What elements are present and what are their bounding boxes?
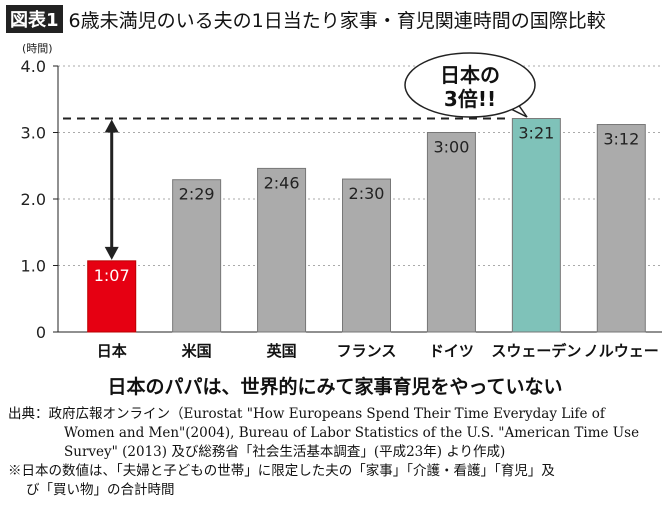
bar — [596, 124, 646, 333]
annotation-line2: 3倍!! — [444, 87, 496, 111]
bubble-join — [505, 99, 515, 106]
arrow-head-up — [104, 119, 119, 133]
y-tick-label: 0 — [36, 323, 46, 342]
figure-badge: 図表1 — [6, 5, 63, 33]
category-label: ノルウェー — [584, 342, 659, 360]
category-label: 米国 — [182, 342, 212, 360]
y-tick-label: 3.0 — [21, 124, 46, 143]
chart-title: 図表1 6歳未満児のいる夫の1日当たり家事・育児関連時間の国際比較 — [6, 5, 606, 33]
bar-chart: (時間) 0 1.0 2.0 3.0 4.0 1:07 日本 2:29 米国 2:46 英国 2:30 フ… — [21, 42, 662, 360]
y-axis-label: (時間) — [22, 42, 53, 55]
data-label: 2:46 — [264, 173, 300, 192]
bar — [257, 167, 307, 333]
data-label: 3:21 — [518, 124, 554, 143]
speech-bubble — [404, 52, 536, 118]
data-label: 2:30 — [349, 184, 385, 203]
category-label: フランス — [337, 342, 397, 360]
bar — [172, 179, 222, 333]
y-tick-label: 4.0 — [21, 57, 46, 76]
category-label: ドイツ — [429, 342, 474, 360]
annotation-line1: 日本の — [440, 63, 500, 87]
source-line: Survey" (2013) 及び総務省「社会生活基本調査」(平成23年) より… — [64, 444, 506, 460]
note-line: ※日本の数値は、「夫婦と子どもの世帯」に限定した夫の「家事」「介護・看護」「育児… — [8, 463, 555, 479]
source-notes: 出典：政府広報オンライン（Eurostat "How Europeans Spe… — [8, 405, 668, 500]
bar — [342, 178, 391, 333]
arrow-head-down — [104, 246, 119, 260]
source-line: 出典：政府広報オンライン（Eurostat "How Europeans Spe… — [8, 406, 605, 422]
y-tick-label: 2.0 — [21, 190, 46, 209]
data-label: 1:07 — [94, 266, 130, 285]
data-label: 3:00 — [433, 138, 469, 157]
category-label: 日本 — [97, 342, 127, 360]
chart-subtitle: 日本のパパは、世界的にみて家事育児をやっていない — [107, 376, 563, 398]
y-tick-label: 1.0 — [21, 257, 46, 276]
bar — [511, 118, 561, 333]
data-label: 3:12 — [603, 130, 639, 149]
data-label: 2:29 — [179, 185, 215, 204]
source-line: Women and Men"(2004), Bureau of Labor St… — [64, 425, 640, 441]
note-line: び「買い物」の合計時間 — [26, 482, 175, 498]
category-label: 英国 — [267, 342, 297, 360]
category-label: スウェーデン — [491, 342, 581, 360]
title-text: 6歳未満児のいる夫の1日当たり家事・育児関連時間の国際比較 — [68, 9, 606, 32]
bar — [87, 260, 137, 333]
bar — [426, 132, 476, 333]
